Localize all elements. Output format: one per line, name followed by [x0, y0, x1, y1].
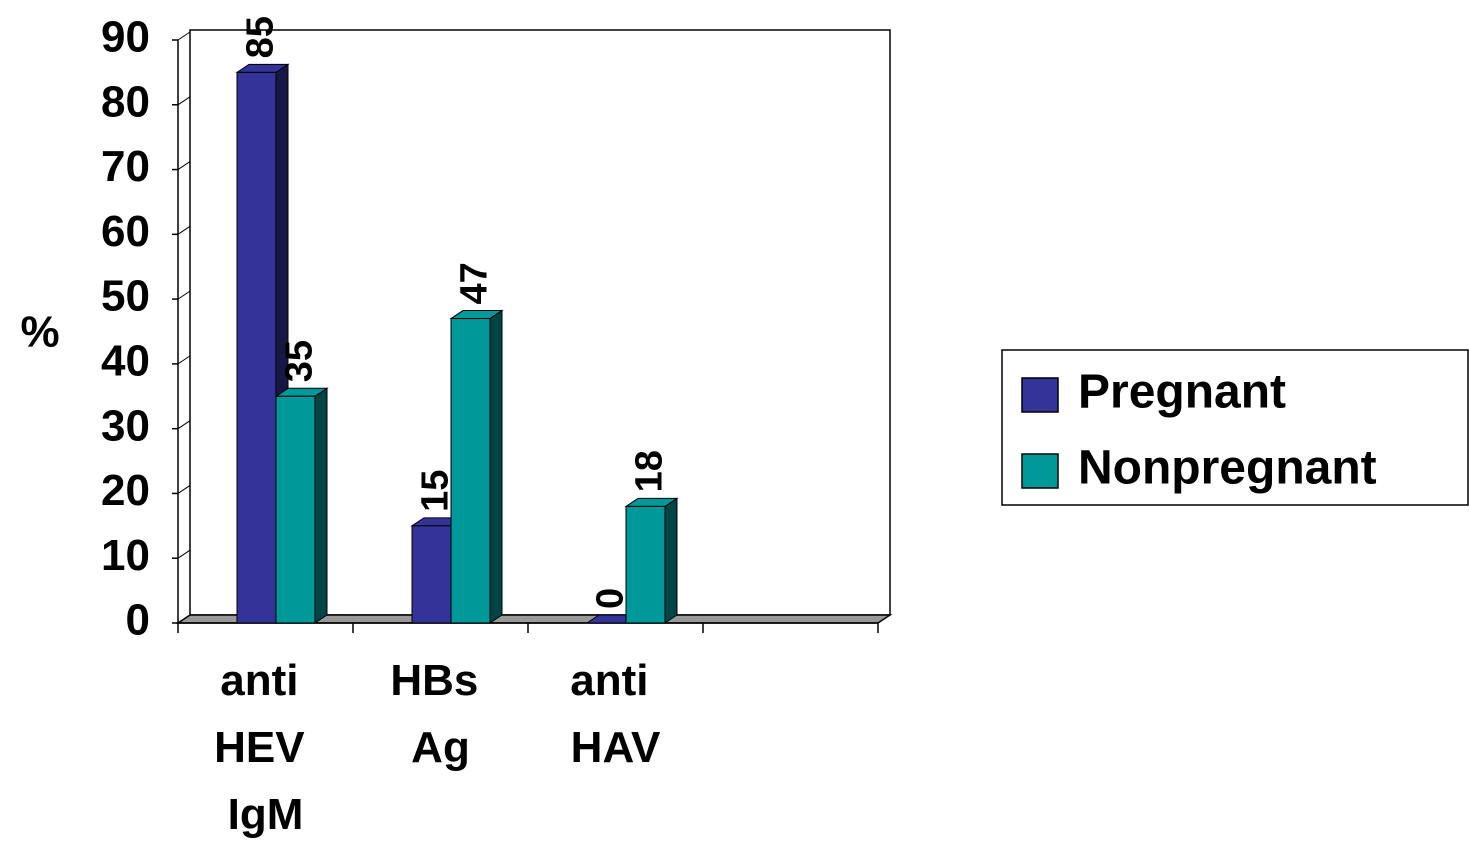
bar-side — [489, 309, 503, 624]
y-wall-tick — [177, 549, 191, 559]
y-tick-label: 70 — [101, 142, 150, 191]
y-tick-label: 80 — [101, 77, 150, 126]
value-label: 18 — [629, 450, 671, 492]
legend-box — [1001, 349, 1469, 506]
bar-front — [411, 525, 452, 624]
bar-front — [450, 318, 491, 624]
y-wall-tick — [177, 96, 191, 106]
y-tick-label: 60 — [101, 207, 150, 256]
bar — [624, 497, 679, 624]
legend-swatch — [1021, 377, 1059, 413]
y-wall-tick — [177, 420, 191, 430]
y-tick-label: 40 — [101, 337, 150, 386]
bar-front — [236, 71, 277, 624]
x-tick-label: HBs Ag — [390, 656, 490, 772]
bar — [274, 387, 329, 624]
x-tick-label: anti HEV IgM — [214, 656, 317, 839]
y-tick-label: 20 — [101, 466, 150, 515]
value-label: 15 — [415, 470, 457, 512]
legend-swatch — [1021, 453, 1059, 489]
y-tick-label: 50 — [101, 272, 150, 321]
value-label: 35 — [279, 340, 321, 382]
bar-front — [625, 505, 666, 624]
x-tick-label: anti HAV — [570, 656, 661, 772]
y-wall-tick — [177, 225, 191, 235]
value-label: 85 — [240, 16, 282, 58]
y-wall-tick — [177, 485, 191, 494]
value-label: 0 — [590, 588, 632, 609]
y-tick-label: 10 — [101, 531, 150, 580]
value-label: 47 — [454, 262, 496, 304]
legend-label: Nonpregnant — [1078, 442, 1377, 495]
y-wall-tick — [177, 161, 191, 170]
y-axis-label: % — [20, 308, 59, 357]
bar-side — [664, 497, 678, 624]
y-wall-tick — [177, 31, 191, 41]
bar-side — [314, 387, 328, 624]
y-tick-label: 90 — [101, 13, 150, 62]
y-wall-tick — [177, 355, 191, 365]
y-tick-label: 30 — [101, 401, 150, 450]
legend-label: Pregnant — [1078, 366, 1286, 419]
bar-front — [275, 395, 316, 624]
bar — [449, 309, 504, 624]
y-wall-tick — [177, 614, 191, 624]
y-wall-tick — [177, 290, 191, 300]
y-tick-label: 0 — [126, 596, 150, 645]
